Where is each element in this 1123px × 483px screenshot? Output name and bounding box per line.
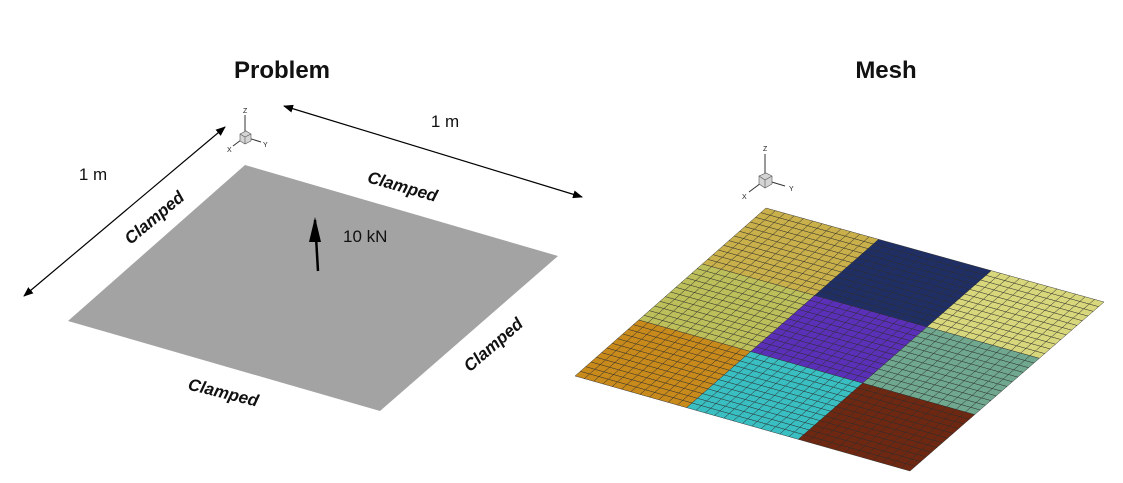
axis-label-y: Y [263, 142, 268, 149]
axis-label-z: Z [763, 146, 768, 153]
mesh-grid [574, 207, 1105, 472]
axis-label-y: Y [789, 186, 794, 193]
load-arrow-head [309, 217, 321, 242]
dimension-arrow-top [283, 104, 583, 199]
plate [68, 165, 558, 411]
axis-triad-mesh: Z X Y [742, 146, 794, 201]
mesh-panel: Mesh Z X Y [574, 57, 1105, 472]
axis-label-x: X [227, 147, 232, 154]
dimension-label-top: 1 m [431, 112, 459, 131]
axis-triad-problem: Z X Y [227, 108, 268, 154]
axis-label-z: Z [243, 108, 248, 115]
axis-label-x: X [742, 194, 747, 201]
problem-title: Problem [234, 57, 330, 84]
dimension-arrow-left [23, 126, 226, 297]
bc-label-top: Clamped [365, 168, 440, 206]
mesh-title: Mesh [855, 57, 916, 84]
load-label: 10 kN [343, 227, 387, 246]
mesh-element [900, 463, 916, 472]
dimension-label-left: 1 m [79, 165, 107, 184]
problem-panel: Problem 1 m 1 m Clamped Clamped Clamped … [23, 57, 583, 411]
bc-label-bottom: Clamped [186, 375, 261, 411]
